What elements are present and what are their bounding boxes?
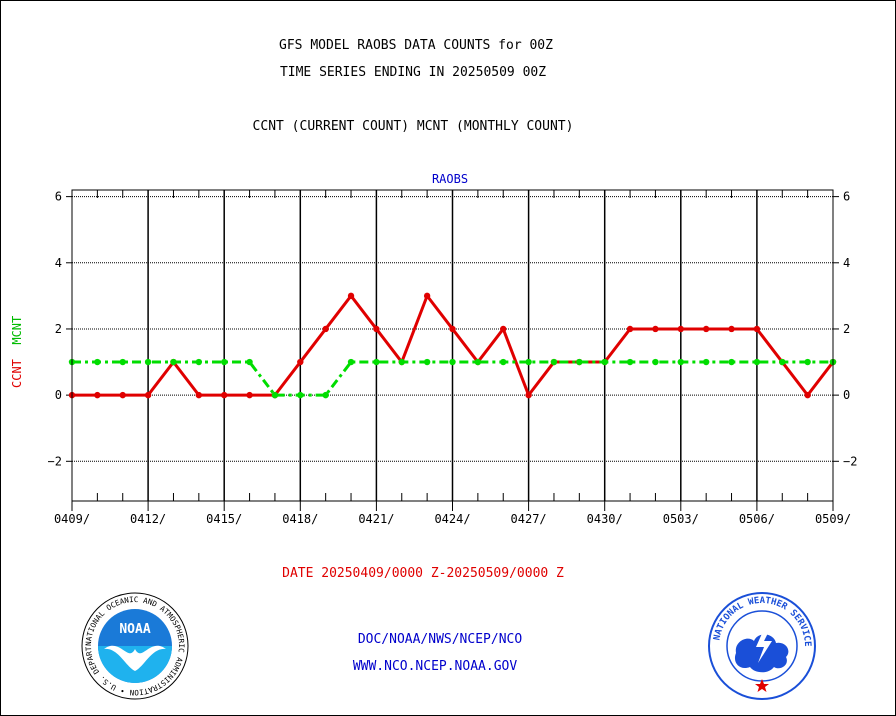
data-point-ccnt — [702, 325, 710, 333]
x-tick-label: 0503/ — [663, 512, 699, 526]
x-tick-label: 0409/ — [54, 512, 90, 526]
chart-subtitle: CCNT (CURRENT COUNT) MCNT (MONTHLY COUNT… — [252, 119, 574, 134]
data-point-mcnt — [297, 391, 304, 399]
chart-title-line1: GFS MODEL RAOBS DATA COUNTS for 00Z — [279, 38, 553, 53]
data-point-mcnt — [779, 358, 786, 366]
data-point-mcnt — [144, 358, 152, 366]
x-tick-label: 0415/ — [206, 512, 242, 526]
data-point-mcnt — [246, 358, 253, 366]
y-tick-label-right: 4 — [843, 256, 850, 270]
y-tick-label-left: 6 — [55, 190, 62, 204]
data-point-ccnt — [144, 391, 152, 399]
data-point-mcnt — [322, 391, 329, 399]
data-point-mcnt — [398, 358, 405, 366]
panel-label: RAOBS — [431, 172, 469, 186]
data-point-ccnt — [652, 325, 659, 333]
data-point-mcnt — [804, 358, 811, 366]
plot-area-border — [71, 189, 834, 502]
data-point-ccnt — [449, 325, 456, 333]
data-point-mcnt — [449, 358, 456, 366]
data-point-mcnt — [652, 358, 659, 366]
chart-title-line2: TIME SERIES ENDING IN 20250509 00Z — [279, 65, 547, 80]
x-tick-label: 0421/ — [358, 512, 394, 526]
noaa-logo-text: NOAA — [119, 622, 150, 637]
y-tick-label-left: 0 — [55, 388, 62, 402]
data-point-ccnt — [728, 325, 735, 333]
data-point-ccnt — [94, 391, 101, 399]
grid-layer — [66, 190, 839, 511]
x-tick-label: 0430/ — [587, 512, 623, 526]
data-point-mcnt — [195, 358, 203, 366]
data-point-mcnt — [601, 358, 608, 366]
credit-line-1: DOC/NOAA/NWS/NCEP/NCO — [357, 632, 523, 647]
data-point-ccnt — [677, 325, 684, 333]
data-point-ccnt — [373, 325, 380, 333]
data-point-ccnt — [221, 391, 228, 399]
data-point-ccnt — [119, 391, 126, 399]
data-point-ccnt — [804, 391, 811, 399]
y-tick-label-right: 6 — [843, 190, 850, 204]
series-layer — [68, 292, 837, 399]
data-point-ccnt — [500, 325, 507, 333]
data-point-mcnt — [347, 358, 355, 366]
data-point-mcnt — [550, 358, 558, 366]
data-point-mcnt — [221, 358, 228, 366]
x-tick-label: 0509/ — [815, 512, 851, 526]
data-point-mcnt — [423, 358, 431, 366]
data-point-ccnt — [347, 292, 355, 300]
y-tick-label-left: −2 — [48, 454, 62, 468]
y-tick-label-left: 2 — [55, 322, 62, 336]
data-point-mcnt — [474, 358, 482, 366]
data-point-ccnt — [322, 325, 329, 333]
data-point-ccnt — [626, 325, 634, 333]
credit-line-2: WWW.NCO.NCEP.NOAA.GOV — [352, 659, 518, 674]
data-point-ccnt — [246, 391, 253, 399]
data-point-mcnt — [373, 358, 380, 366]
data-point-mcnt — [576, 358, 583, 366]
data-point-mcnt — [626, 358, 634, 366]
data-point-ccnt — [423, 292, 431, 300]
data-point-mcnt — [94, 358, 101, 366]
y-tick-label-right: −2 — [843, 454, 857, 468]
data-point-mcnt — [525, 358, 532, 366]
data-point-ccnt — [297, 358, 304, 366]
data-point-mcnt — [119, 358, 126, 366]
data-point-mcnt — [677, 358, 684, 366]
data-point-mcnt — [702, 358, 710, 366]
data-point-mcnt — [753, 358, 761, 366]
tick-label-layer: −2 −2 0 0 2 2 4 4 6 6 0409/0412/0415/0418/0421/042… — [48, 190, 858, 526]
data-point-ccnt — [525, 391, 532, 399]
date-range-label: DATE 20250409/0000 Z-20250509/0000 Z — [282, 566, 564, 581]
data-point-mcnt — [728, 358, 735, 366]
y-tick-label-right: 0 — [843, 388, 850, 402]
data-point-ccnt — [753, 325, 761, 333]
noaa-logo: NATIONAL OCEANIC AND ATMOSPHERIC ADMINIS… — [80, 591, 189, 700]
data-point-mcnt — [271, 391, 279, 399]
y-tick-label-left: 4 — [55, 256, 62, 270]
y-tick-label-right: 2 — [843, 322, 850, 336]
data-point-ccnt — [195, 391, 203, 399]
x-tick-label: 0506/ — [739, 512, 775, 526]
nws-logo: NATIONAL WEATHER SERVICE — [708, 592, 816, 700]
data-point-mcnt — [170, 358, 177, 366]
x-tick-label: 0424/ — [434, 512, 470, 526]
data-point-mcnt — [500, 358, 507, 366]
x-tick-label: 0427/ — [511, 512, 547, 526]
x-tick-label: 0412/ — [130, 512, 166, 526]
x-tick-label: 0418/ — [282, 512, 318, 526]
